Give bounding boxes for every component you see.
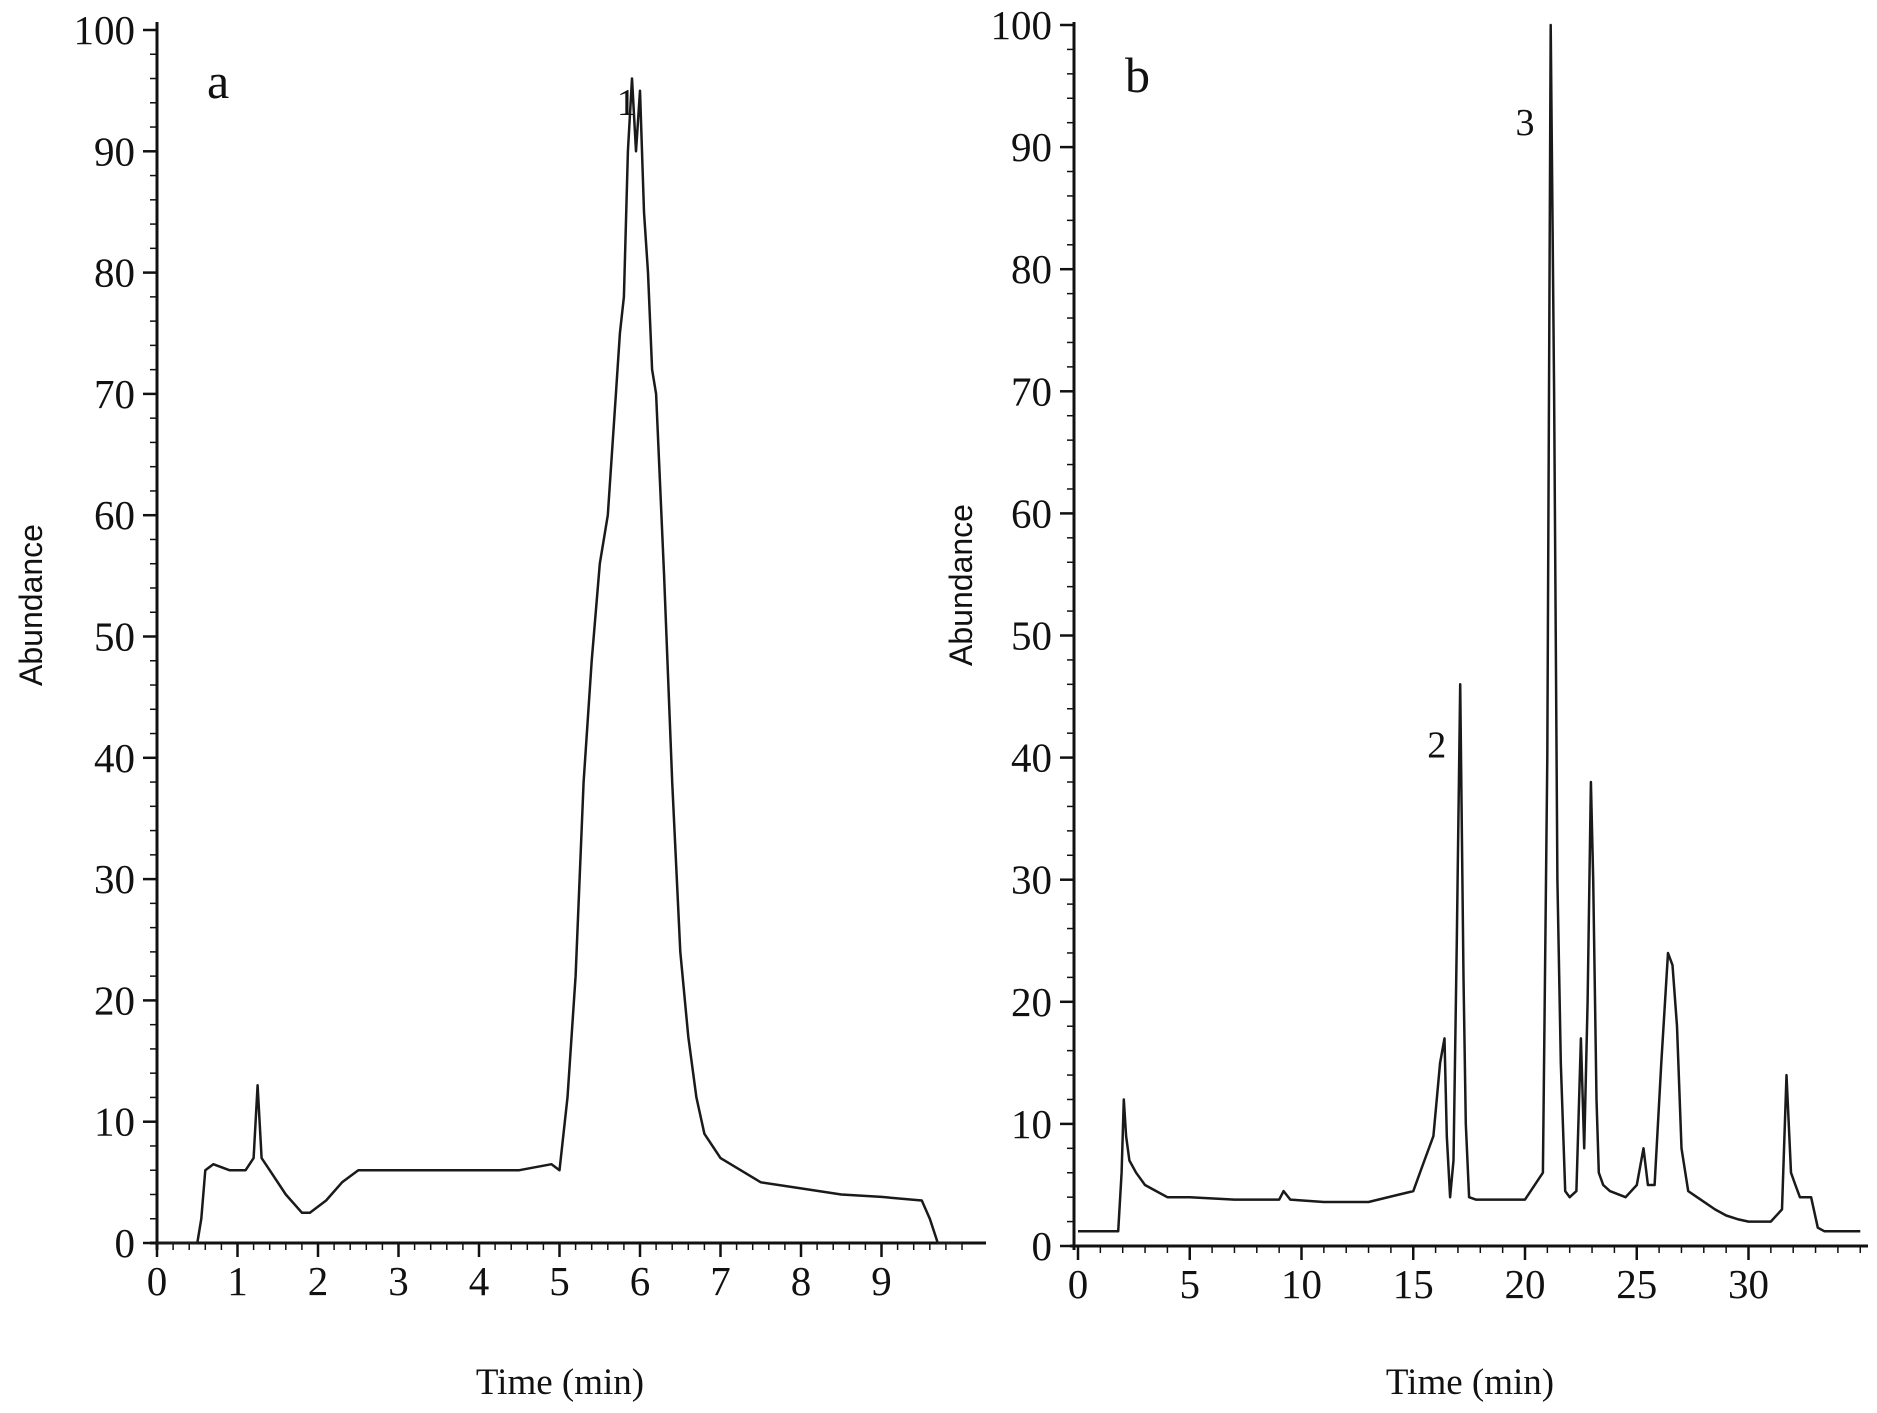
panel-a-y-tick-label: 50	[94, 614, 135, 660]
panel-a-x-tick-label: 8	[791, 1258, 812, 1304]
panel-b-x-tick-label: 25	[1616, 1261, 1657, 1307]
panel-b-y-axis: 0 10 20 30 40 50 60 70 80 90 100	[991, 2, 1076, 1269]
panel-a-chromatogram-line	[157, 77, 962, 1245]
panel-a-peak-label: 1	[617, 82, 636, 124]
panel-b-x-tick-label: 30	[1728, 1261, 1769, 1307]
panel-a-x-tick-label: 9	[871, 1258, 892, 1304]
panel-b-label: b	[1125, 47, 1150, 103]
panel-a-y-axis-title: Abundance	[13, 524, 49, 686]
panel-a-x-tick-label: 6	[630, 1258, 651, 1304]
panel-b-y-tick-label: 50	[1011, 613, 1052, 659]
panel-a-x-tick-label: 3	[388, 1258, 409, 1304]
panel-a-y-tick-label: 100	[74, 7, 136, 53]
panel-b-x-tick-label: 15	[1393, 1261, 1434, 1307]
panel-a-y-tick-label: 10	[94, 1099, 135, 1145]
panel-b-y-tick-label: 70	[1011, 368, 1052, 414]
panel-a-x-tick-label: 7	[710, 1258, 731, 1304]
panel-b-y-tick-label: 80	[1011, 246, 1052, 292]
panel-b-x-axis-title: Time (min)	[1386, 1362, 1554, 1403]
panel-b-x-axis: 0 5 10 15 20 25 30	[1068, 1244, 1868, 1307]
panel-b-x-tick-label: 0	[1068, 1261, 1089, 1307]
panel-a-y-tick-label: 30	[94, 856, 135, 902]
panel-a-x-tick-label: 4	[469, 1258, 490, 1304]
panel-a-y-axis: 0 10 20 30 40 50 60 70 80 90 100	[74, 7, 159, 1266]
panel-b-x-tick-label: 5	[1180, 1261, 1201, 1307]
panel-b-chromatogram-line	[1078, 23, 1861, 1233]
panel-a-label: a	[207, 53, 229, 109]
panel-b-peak-label: 3	[1516, 102, 1535, 144]
panel-b-y-tick-label: 20	[1011, 979, 1052, 1025]
panel-b-y-ticks: 0 10 20 30 40 50 60 70 80 90 100	[991, 2, 1074, 1269]
panel-b-y-tick-label: 30	[1011, 857, 1052, 903]
panel-a-x-axis-title: Time (min)	[476, 1362, 644, 1403]
panel-b-peak-label: 2	[1427, 725, 1446, 767]
panel-a-x-tick-label: 5	[549, 1258, 570, 1304]
panel-b-x-ticks: 0 5 10 15 20 25 30	[1068, 1246, 1861, 1307]
panel-a-y-tick-label: 0	[115, 1220, 136, 1266]
panel-a-y-tick-label: 80	[94, 250, 135, 296]
panel-b-y-tick-label: 10	[1011, 1101, 1052, 1147]
panel-a-x-tick-label: 0	[147, 1258, 168, 1304]
panel-a-y-tick-label: 20	[94, 977, 135, 1023]
panel-a-y-tick-label: 90	[94, 128, 135, 174]
panel-b: 0 5 10 15 20 25 30 0 10 20 30 40 50 60 70 80 90 100 Time…	[943, 2, 1868, 1403]
panel-a-x-ticks: 0 1 2 3 4 5 6 7 8 9	[147, 1243, 963, 1304]
panel-a-y-ticks: 0 10 20 30 40 50 60 70 80 90 100	[74, 7, 157, 1266]
panel-a-y-tick-label: 60	[94, 492, 135, 538]
panel-a-peak-labels: 1	[617, 82, 636, 124]
panel-b-y-tick-label: 60	[1011, 490, 1052, 536]
panel-b-y-axis-title: Abundance	[943, 504, 979, 666]
panel-b-peak-labels: 23	[1427, 102, 1534, 767]
panel-b-x-tick-label: 20	[1505, 1261, 1546, 1307]
panel-b-y-tick-label: 100	[991, 2, 1053, 48]
panel-b-x-tick-label: 10	[1281, 1261, 1322, 1307]
panel-a-x-tick-label: 2	[308, 1258, 329, 1304]
panel-b-y-tick-label: 40	[1011, 735, 1052, 781]
panel-a-y-tick-label: 40	[94, 735, 135, 781]
panel-b-y-tick-label: 90	[1011, 124, 1052, 170]
panel-a-x-axis: 0 1 2 3 4 5 6 7 8 9	[147, 1241, 986, 1304]
panel-b-y-tick-label: 0	[1032, 1223, 1053, 1269]
panel-a-y-tick-label: 70	[94, 371, 135, 417]
panel-a: 0 1 2 3 4 5 6 7 8 9 0 10 20 30 40 50 60 70 80 90 100 Time (…	[13, 7, 986, 1403]
panel-a-x-tick-label: 1	[227, 1258, 248, 1304]
